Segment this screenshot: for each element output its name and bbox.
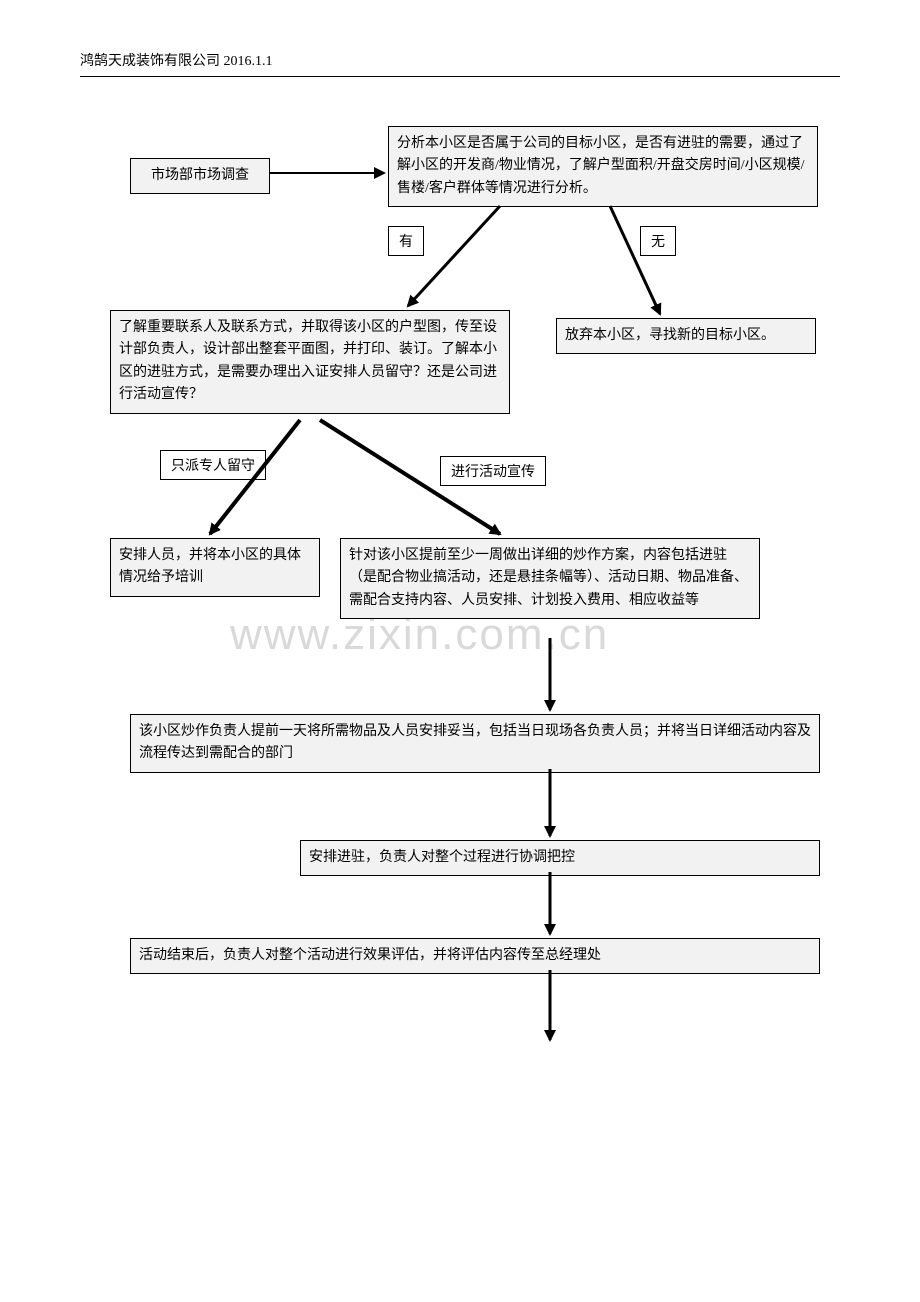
node-arrange-entry: 安排进驻，负责人对整个过程进行协调把控 — [300, 840, 820, 876]
node-arrange-staff: 安排人员，并将本小区的具体情况给予培训 — [110, 538, 320, 597]
node-promotion-plan: 针对该小区提前至少一周做出详细的炒作方案，内容包括进驻（是配合物业搞活动，还是悬… — [340, 538, 760, 619]
node-contacts-plans: 了解重要联系人及联系方式，并取得该小区的户型图，传至设计部负责人，设计部出整套平… — [110, 310, 510, 414]
node-prepare-day-before: 该小区炒作负责人提前一天将所需物品及人员安排妥当，包括当日现场各负责人员；并将当… — [130, 714, 820, 773]
label-staff-only: 只派专人留守 — [160, 450, 266, 480]
label-no: 无 — [640, 226, 676, 256]
node-abandon: 放弃本小区，寻找新的目标小区。 — [556, 318, 816, 354]
page-header: 鸿鹄天成装饰有限公司 2016.1.1 — [80, 50, 840, 77]
label-yes: 有 — [388, 226, 424, 256]
label-promotion: 进行活动宣传 — [440, 456, 546, 486]
node-analysis: 分析本小区是否属于公司的目标小区，是否有进驻的需要，通过了解小区的开发商/物业情… — [388, 126, 818, 207]
node-evaluation: 活动结束后，负责人对整个活动进行效果评估，并将评估内容传至总经理处 — [130, 938, 820, 974]
node-market-survey: 市场部市场调查 — [130, 158, 270, 194]
